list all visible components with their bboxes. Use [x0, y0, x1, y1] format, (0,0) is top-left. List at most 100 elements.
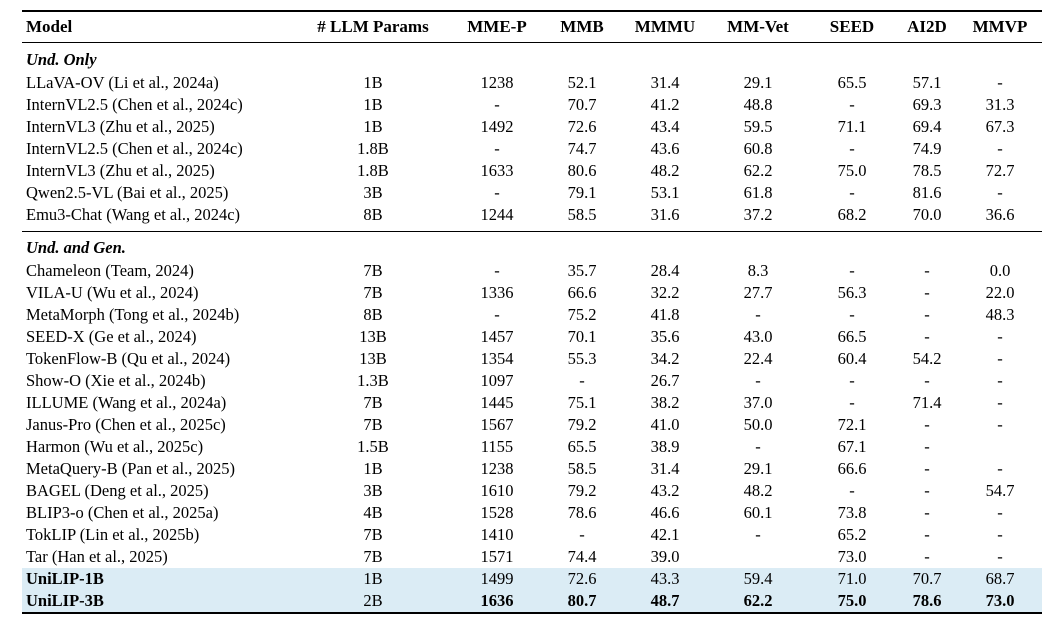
value-cell: 74.7 [567, 139, 597, 158]
value-cell: - [997, 73, 1003, 92]
value-cell: 69.4 [912, 117, 942, 136]
value-cell: - [924, 327, 930, 346]
value-cell: 1097 [480, 371, 514, 390]
value-cell: 74.9 [912, 139, 942, 158]
table-row: MetaMorph (Tong et al., 2024b) 8B - 75.2 41.… [22, 304, 1042, 326]
value-cell: 1567 [480, 415, 514, 434]
value-cell: 29.1 [743, 459, 773, 478]
value-cell: 3B [363, 183, 383, 202]
value-cell: 31.4 [650, 73, 680, 92]
value-cell: - [924, 503, 930, 522]
table-row: Harmon (Wu et al., 2025c) 1.5B 1155 65.5 38.… [22, 436, 1042, 458]
value-cell: 74.4 [567, 547, 597, 566]
value-cell: 58.5 [567, 459, 597, 478]
value-cell: 31.3 [985, 95, 1015, 114]
value-cell: - [849, 183, 855, 202]
model-name-cell: TokenFlow-B (Qu et al., 2024) [26, 349, 231, 368]
model-name-cell: BAGEL (Deng et al., 2025) [26, 481, 209, 500]
value-cell: 59.4 [708, 568, 808, 590]
value-cell: 35.7 [567, 261, 597, 280]
value-cell: 53.1 [650, 183, 680, 202]
value-cell: 50.0 [743, 415, 773, 434]
table-row: InternVL2.5 (Chen et al., 2024c) 1.8B - 74.… [22, 138, 1042, 160]
value-cell: 68.7 [958, 568, 1042, 590]
value-cell: 1.3B [357, 371, 389, 390]
value-cell: 1571 [480, 547, 514, 566]
value-cell: - [997, 327, 1003, 346]
table-row: Emu3-Chat (Wang et al., 2024c) 8B 1244 58.5… [22, 204, 1042, 232]
benchmark-table: Model # LLM Params MME-P MMB MMMU MM-Vet SEED A… [22, 10, 1042, 614]
value-cell: 7B [363, 261, 383, 280]
value-cell: 73.0 [958, 590, 1042, 613]
value-cell: - [924, 261, 930, 280]
value-cell: 1610 [480, 481, 514, 500]
table-row: UniLIP-1B 1B 1499 72.6 43.3 59.4 71.0 70.7 68.7 [22, 568, 1042, 590]
value-cell: - [849, 95, 855, 114]
value-cell: 7B [363, 547, 383, 566]
value-cell: 1410 [480, 525, 514, 544]
value-cell: - [997, 503, 1003, 522]
value-cell: - [494, 95, 500, 114]
value-cell: 68.2 [837, 205, 867, 224]
value-cell: 78.6 [567, 503, 597, 522]
table-row: ILLUME (Wang et al., 2024a) 7B 1445 75.1 38.… [22, 392, 1042, 414]
value-cell: 22.0 [985, 283, 1015, 302]
value-cell: 7B [363, 415, 383, 434]
model-name-cell: Show-O (Xie et al., 2024b) [26, 371, 206, 390]
value-cell: 1.8B [357, 161, 389, 180]
value-cell: 78.5 [912, 161, 942, 180]
value-cell: 70.7 [896, 568, 958, 590]
value-cell: - [579, 525, 585, 544]
model-name-cell: LLaVA-OV (Li et al., 2024a) [26, 73, 219, 92]
model-name-cell: SEED-X (Ge et al., 2024) [26, 327, 197, 346]
value-cell: 43.3 [622, 568, 708, 590]
value-cell: 65.2 [837, 525, 867, 544]
table-row: InternVL2.5 (Chen et al., 2024c) 1B - 70.7 4… [22, 94, 1042, 116]
value-cell: 48.2 [743, 481, 773, 500]
model-name-cell: InternVL3 (Zhu et al., 2025) [26, 161, 215, 180]
model-name-cell: ILLUME (Wang et al., 2024a) [26, 393, 227, 412]
value-cell: 70.0 [912, 205, 942, 224]
table-row: Chameleon (Team, 2024) 7B - 35.7 28.4 8.3 - - 0.… [22, 260, 1042, 282]
section-label-row: Und. and Gen. [22, 231, 1042, 260]
value-cell: - [849, 139, 855, 158]
value-cell: 65.5 [837, 73, 867, 92]
value-cell: 73.8 [837, 503, 867, 522]
value-cell: - [924, 547, 930, 566]
model-name-cell: InternVL3 (Zhu et al., 2025) [26, 117, 215, 136]
value-cell: 59.5 [743, 117, 773, 136]
value-cell: 1244 [480, 205, 514, 224]
value-cell: 41.2 [650, 95, 680, 114]
value-cell: 75.0 [837, 161, 867, 180]
value-cell: 4B [363, 503, 383, 522]
value-cell: - [924, 525, 930, 544]
value-cell: 1499 [452, 568, 542, 590]
model-name-cell: Janus-Pro (Chen et al., 2025c) [26, 415, 226, 434]
value-cell: 1336 [480, 283, 514, 302]
value-cell: - [755, 437, 761, 456]
value-cell: 66.6 [567, 283, 597, 302]
value-cell: 8B [363, 305, 383, 324]
model-name-cell: Tar (Han et al., 2025) [26, 547, 168, 566]
value-cell: 75.1 [567, 393, 597, 412]
model-name-cell: UniLIP-1B [22, 568, 294, 590]
value-cell: - [997, 349, 1003, 368]
value-cell: 1B [363, 117, 383, 136]
column-header: Model [22, 11, 294, 43]
value-cell: 41.0 [650, 415, 680, 434]
value-cell: 28.4 [650, 261, 680, 280]
value-cell: 79.1 [567, 183, 597, 202]
value-cell: - [755, 305, 761, 324]
value-cell: 27.7 [743, 283, 773, 302]
value-cell: 79.2 [567, 415, 597, 434]
value-cell: 3B [363, 481, 383, 500]
value-cell: 60.8 [743, 139, 773, 158]
table-row: TokenFlow-B (Qu et al., 2024) 13B 1354 55.3… [22, 348, 1042, 370]
value-cell: 1457 [480, 327, 514, 346]
value-cell: 31.4 [650, 459, 680, 478]
table-row: BLIP3-o (Chen et al., 2025a) 4B 1528 78.6 46… [22, 502, 1042, 524]
value-cell: 36.6 [985, 205, 1015, 224]
value-cell: - [849, 261, 855, 280]
value-cell: 54.2 [912, 349, 942, 368]
value-cell: 55.3 [567, 349, 597, 368]
